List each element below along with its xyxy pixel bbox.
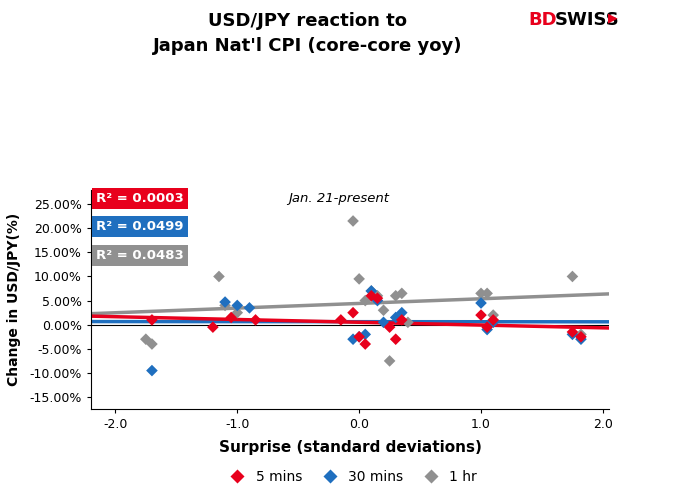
Point: [575, 330, 587, 338]
Point: [475, 299, 486, 307]
Point: [244, 304, 255, 312]
Point: [384, 357, 395, 365]
Point: [482, 325, 493, 333]
Point: [488, 318, 499, 326]
Point: [396, 309, 407, 317]
Point: [396, 289, 407, 297]
Point: [225, 313, 237, 321]
Text: SWISS: SWISS: [555, 11, 620, 29]
Point: [384, 323, 395, 331]
Point: [567, 272, 578, 280]
Point: [402, 318, 414, 326]
Point: [482, 323, 493, 331]
Point: [372, 296, 383, 304]
Point: [365, 292, 377, 300]
Point: [360, 330, 371, 338]
Text: Japan Nat'l CPI (core-core yoy): Japan Nat'l CPI (core-core yoy): [153, 37, 463, 55]
Point: [372, 292, 383, 300]
Point: [475, 311, 486, 319]
Point: [575, 333, 587, 341]
Point: [347, 309, 358, 317]
Text: ▶: ▶: [608, 11, 617, 24]
Point: [475, 289, 486, 297]
Point: [396, 316, 407, 324]
Point: [390, 335, 401, 343]
Text: R² = 0.0003: R² = 0.0003: [96, 192, 184, 205]
Point: [354, 333, 365, 341]
Point: [354, 275, 365, 283]
Point: [488, 311, 499, 319]
Point: [488, 316, 499, 324]
Point: [335, 316, 346, 324]
Point: [567, 328, 578, 336]
Text: USD/JPY reaction to: USD/JPY reaction to: [209, 12, 407, 30]
Y-axis label: Change in USD/JPY(%): Change in USD/JPY(%): [7, 213, 21, 386]
Point: [360, 340, 371, 348]
Legend: 5 mins, 30 mins, 1 hr: 5 mins, 30 mins, 1 hr: [218, 465, 482, 490]
Point: [250, 316, 261, 324]
Point: [365, 287, 377, 295]
Point: [365, 287, 377, 295]
Point: [220, 301, 231, 309]
Point: [214, 272, 225, 280]
Point: [390, 292, 401, 300]
Point: [146, 367, 158, 375]
Point: [378, 318, 389, 326]
Point: [354, 333, 365, 341]
Text: R² = 0.0499: R² = 0.0499: [96, 221, 183, 234]
Point: [140, 335, 151, 343]
Point: [220, 298, 231, 306]
Point: [390, 313, 401, 321]
Point: [360, 296, 371, 304]
Point: [372, 294, 383, 302]
Point: [146, 316, 158, 324]
Point: [232, 309, 243, 317]
Point: [232, 301, 243, 309]
Text: Jan. 21-present: Jan. 21-present: [288, 192, 389, 205]
Point: [567, 330, 578, 338]
Point: [347, 217, 358, 225]
Text: BD: BD: [528, 11, 557, 29]
Point: [482, 289, 493, 297]
Point: [347, 335, 358, 343]
X-axis label: Surprise (standard deviations): Surprise (standard deviations): [218, 440, 482, 455]
Point: [575, 335, 587, 343]
Text: R² = 0.0483: R² = 0.0483: [96, 249, 184, 262]
Point: [146, 340, 158, 348]
Point: [378, 306, 389, 314]
Point: [207, 323, 218, 331]
